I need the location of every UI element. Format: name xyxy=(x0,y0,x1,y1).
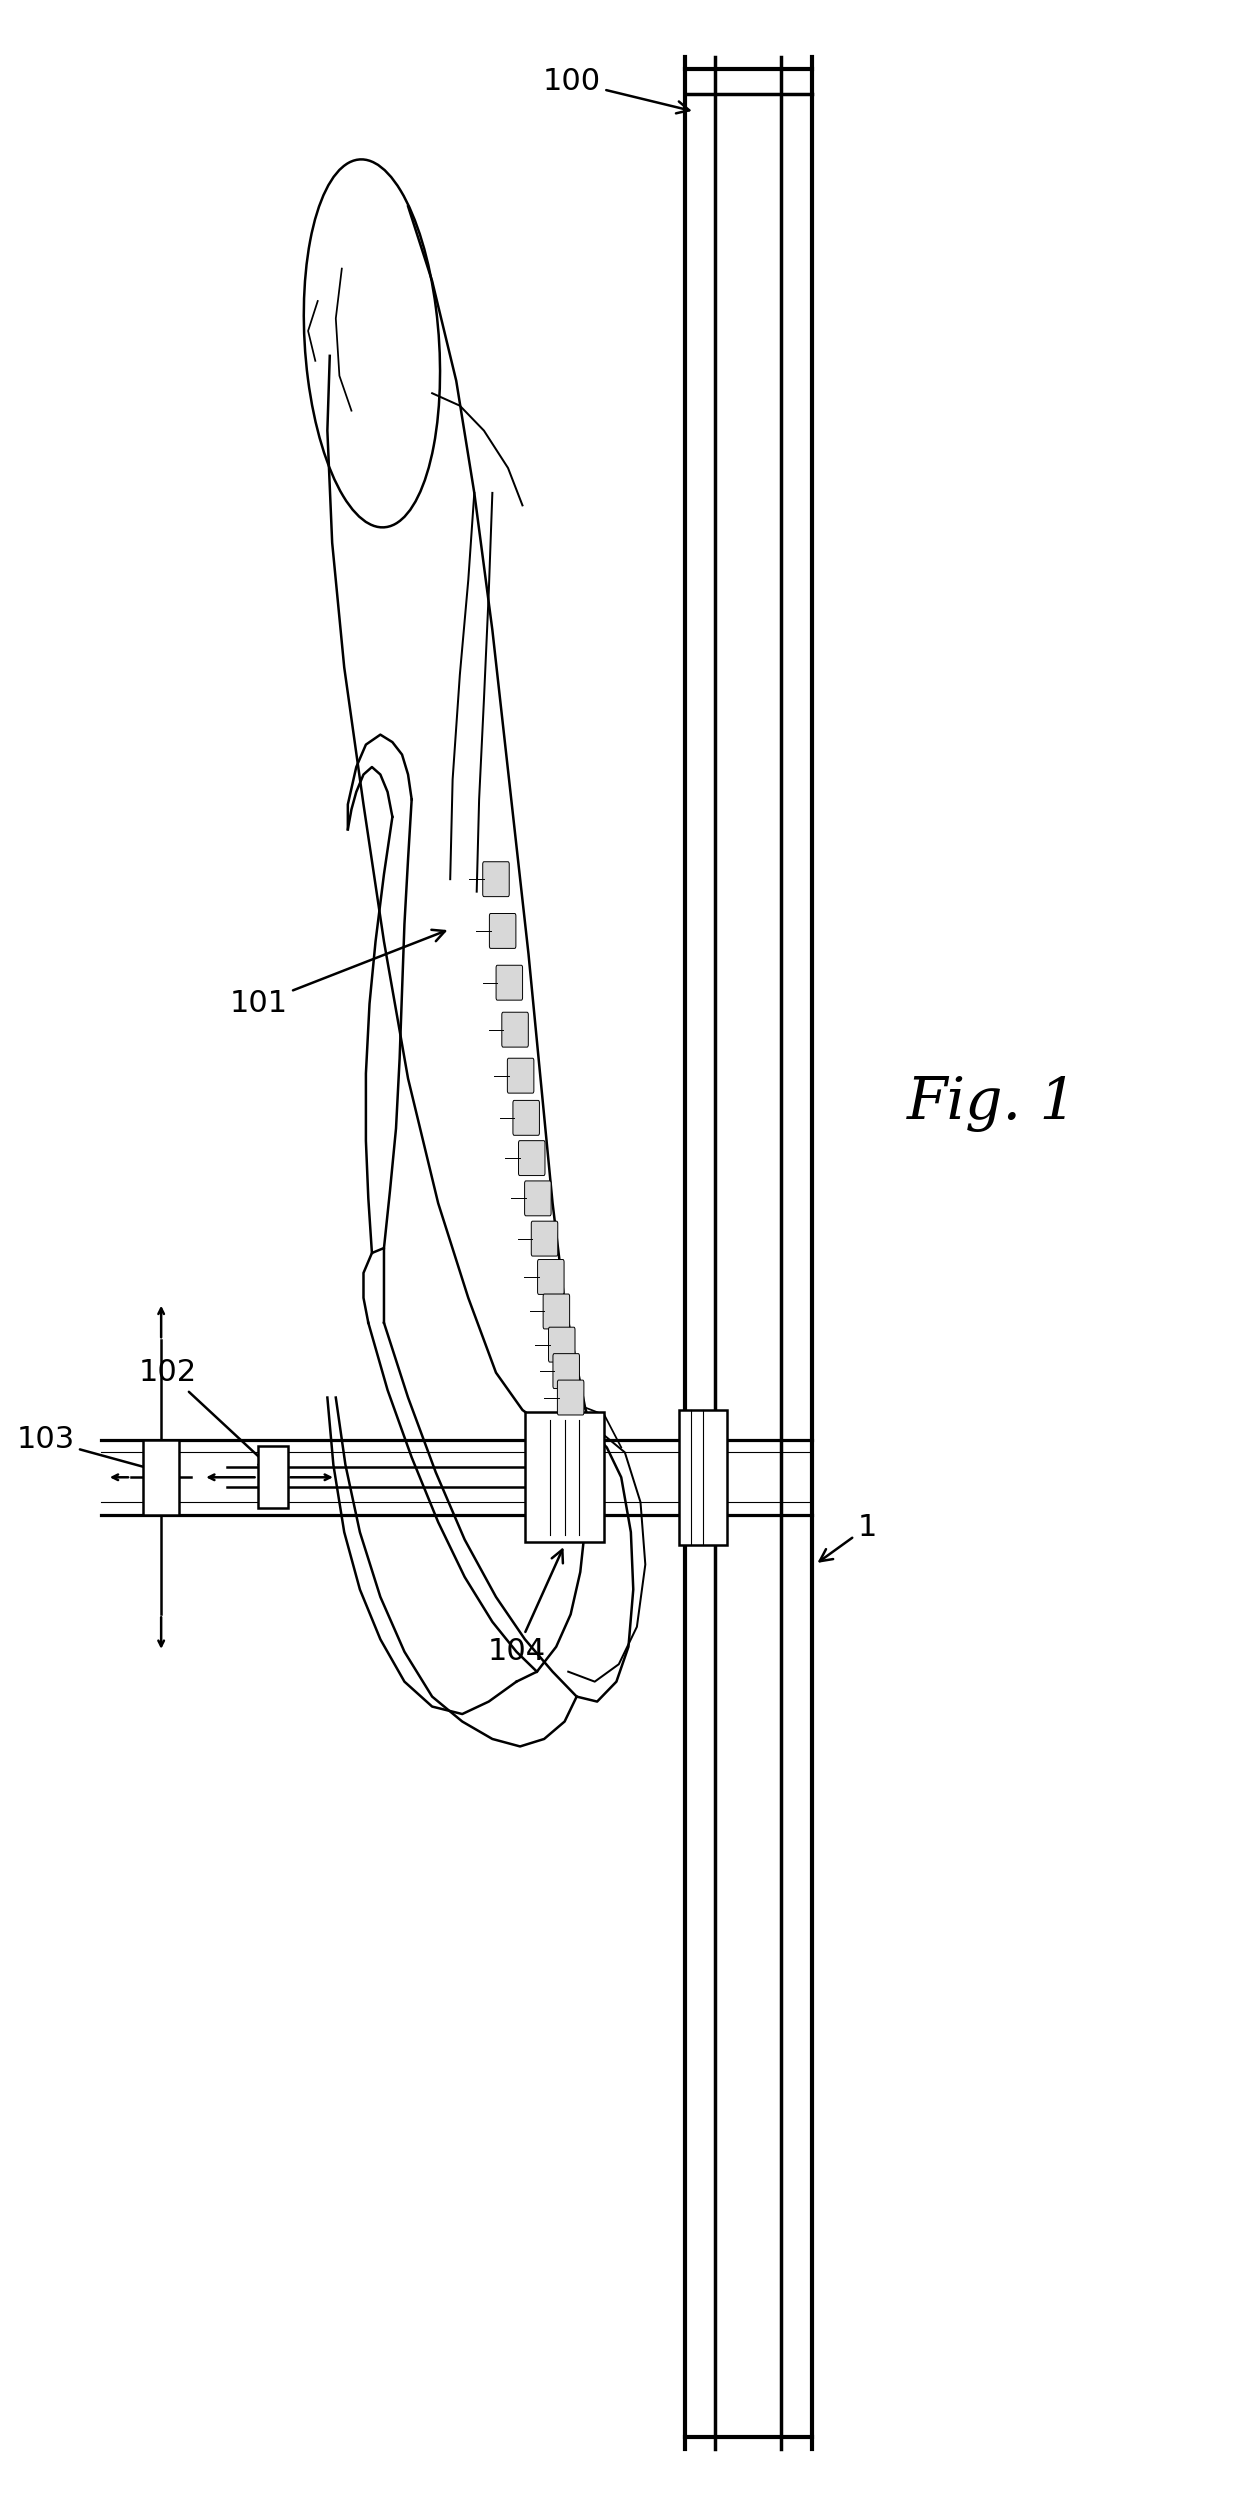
Text: 104: 104 xyxy=(487,1549,563,1666)
FancyBboxPatch shape xyxy=(543,1293,569,1328)
Text: 1: 1 xyxy=(820,1514,877,1561)
FancyBboxPatch shape xyxy=(490,915,516,947)
Bar xyxy=(680,1411,727,1544)
Bar xyxy=(143,1441,180,1514)
FancyBboxPatch shape xyxy=(553,1353,579,1388)
Bar xyxy=(258,1446,288,1509)
FancyBboxPatch shape xyxy=(548,1328,575,1363)
FancyBboxPatch shape xyxy=(507,1058,534,1093)
Bar xyxy=(526,1413,604,1541)
FancyBboxPatch shape xyxy=(502,1012,528,1048)
FancyBboxPatch shape xyxy=(525,1180,551,1215)
Text: 102: 102 xyxy=(139,1358,272,1469)
FancyBboxPatch shape xyxy=(518,1140,546,1175)
FancyBboxPatch shape xyxy=(558,1381,584,1416)
FancyBboxPatch shape xyxy=(482,862,510,897)
Text: 100: 100 xyxy=(543,68,689,113)
Text: 103: 103 xyxy=(16,1426,176,1479)
FancyBboxPatch shape xyxy=(513,1100,539,1135)
FancyBboxPatch shape xyxy=(531,1220,558,1256)
FancyBboxPatch shape xyxy=(496,965,522,1000)
Text: Fig. 1: Fig. 1 xyxy=(906,1075,1078,1133)
FancyBboxPatch shape xyxy=(538,1261,564,1296)
Text: 101: 101 xyxy=(229,930,445,1017)
